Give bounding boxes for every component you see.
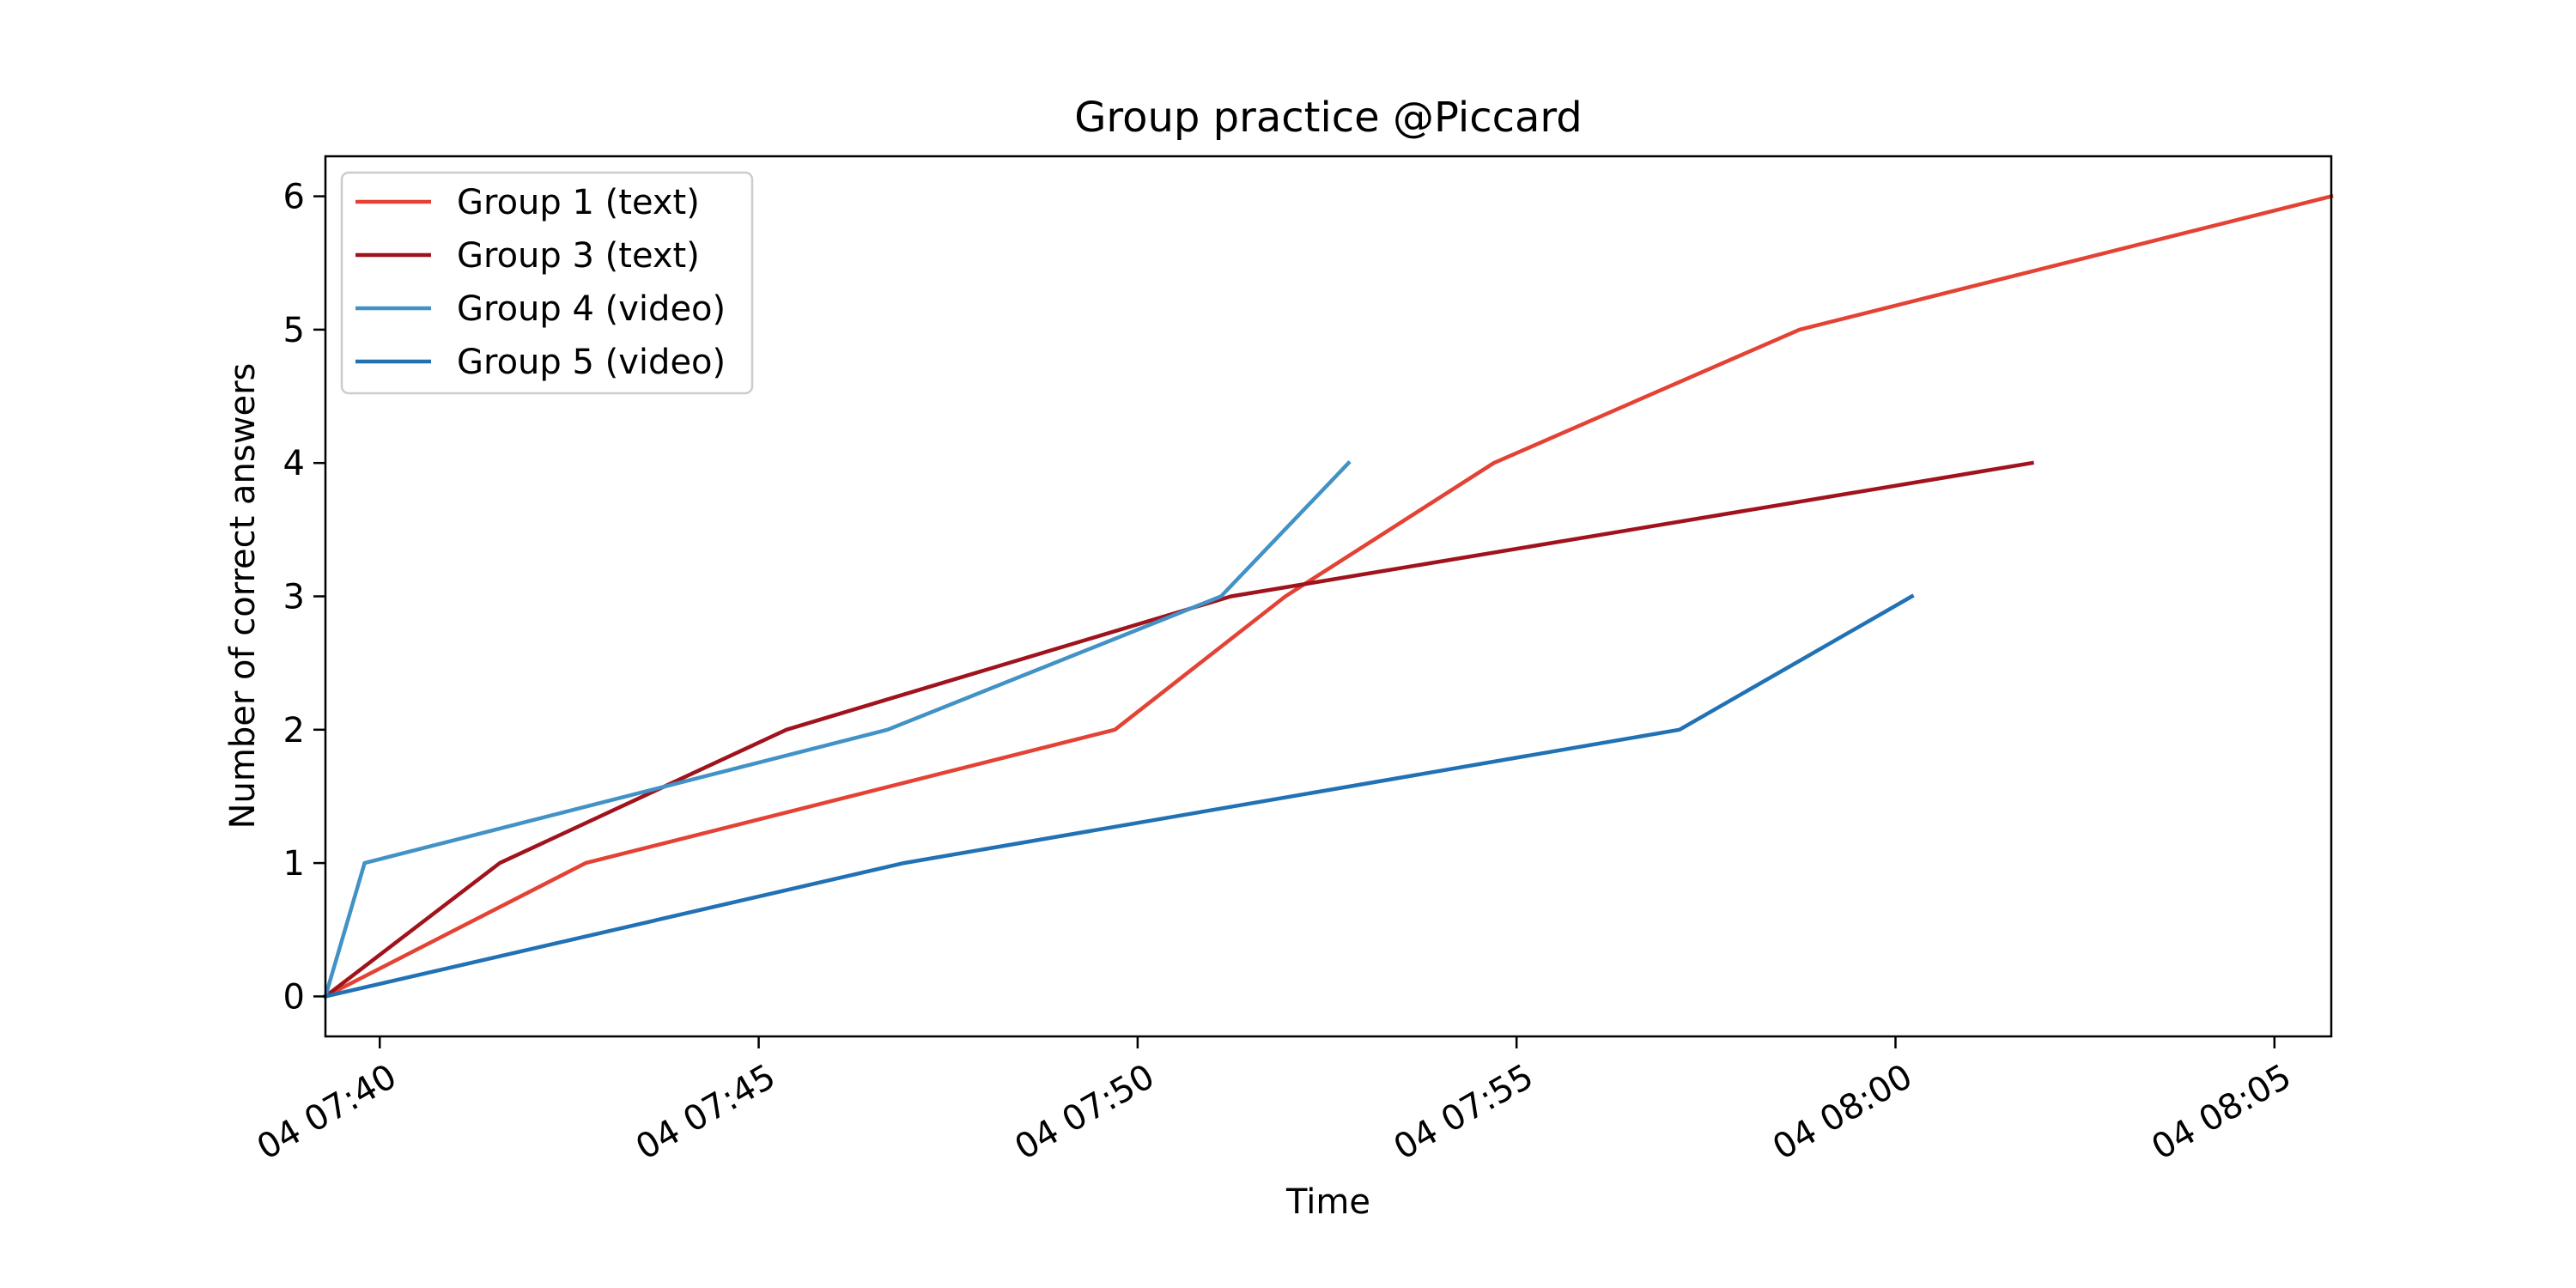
legend-label: Group 5 (video) bbox=[457, 343, 726, 382]
legend-label: Group 1 (text) bbox=[457, 183, 700, 222]
chart-title: Group practice @Piccard bbox=[1074, 94, 1583, 142]
series-line-group-3 bbox=[323, 460, 1352, 999]
y-tick-label: 6 bbox=[283, 178, 305, 217]
legend-label: Group 3 (text) bbox=[457, 236, 700, 276]
y-axis-title: Number of correct answers bbox=[223, 363, 263, 829]
y-tick-label: 5 bbox=[283, 311, 305, 350]
series-line-group-2 bbox=[322, 460, 2034, 999]
y-tick-label: 0 bbox=[283, 977, 305, 1017]
series-layer bbox=[322, 193, 2334, 999]
x-axis-title: Time bbox=[1285, 1182, 1370, 1222]
y-tick-label: 1 bbox=[283, 844, 305, 884]
legend-items: Group 1 (text) Group 3 (text) Group 4 (vid… bbox=[355, 183, 726, 382]
plot-frame bbox=[324, 155, 2333, 1038]
y-tick-label: 3 bbox=[283, 578, 305, 617]
y-tick-label: 2 bbox=[283, 711, 305, 750]
legend: Group 1 (text) Group 3 (text) Group 4 (vid… bbox=[340, 171, 754, 395]
series-line-group-4 bbox=[323, 593, 1915, 999]
series-line-group-1 bbox=[322, 193, 2334, 999]
y-tick-label: 4 bbox=[283, 444, 305, 483]
legend-label: Group 4 (video) bbox=[457, 289, 726, 329]
legend-frame bbox=[340, 171, 754, 395]
